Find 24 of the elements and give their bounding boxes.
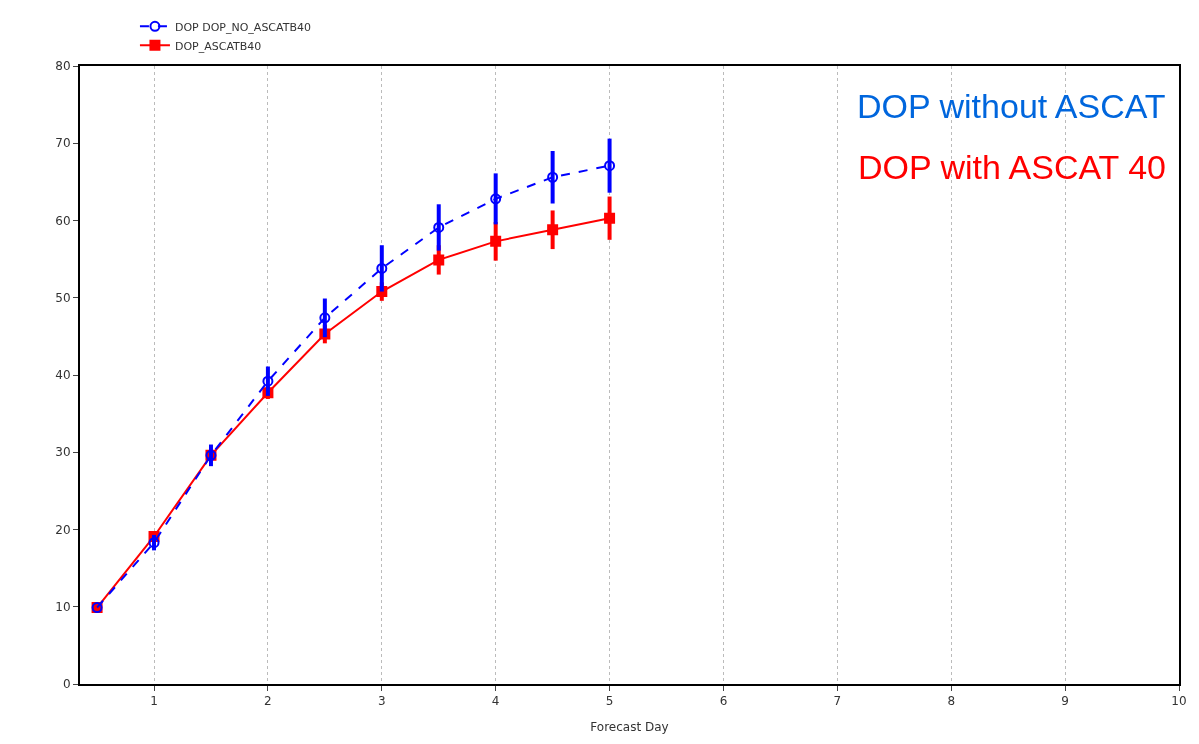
x-tick-label: 1 xyxy=(150,694,158,709)
x-tick-label: 9 xyxy=(1061,694,1069,709)
y-tick-label: 50 xyxy=(55,290,71,305)
x-tick-label: 7 xyxy=(833,694,842,709)
y-tick-label: 70 xyxy=(55,136,71,151)
annotation: DOP with ASCAT 40 xyxy=(858,148,1167,186)
y-tick-label: 60 xyxy=(55,213,71,228)
x-tick-label: 3 xyxy=(377,694,386,709)
y-tick-label: 10 xyxy=(55,599,71,614)
x-tick-label: 8 xyxy=(947,694,956,709)
x-axis-title: Forecast Day xyxy=(590,719,669,734)
legend-label: DOP_ASCATB40 xyxy=(174,39,262,53)
annotation: DOP without ASCAT xyxy=(857,87,1166,125)
y-tick-label: 80 xyxy=(55,59,71,74)
legend-label: DOP DOP_NO_ASCATB40 xyxy=(174,20,311,34)
y-tick-label: 0 xyxy=(62,677,71,692)
x-tick-label: 6 xyxy=(719,694,728,709)
y-tick-label: 40 xyxy=(55,368,71,383)
x-tick-label: 2 xyxy=(264,694,272,709)
x-tick-label: 10 xyxy=(1171,694,1187,709)
x-tick-label: 5 xyxy=(605,694,614,709)
y-tick-label: 30 xyxy=(55,445,71,460)
y-tick-label: 20 xyxy=(55,522,71,537)
x-tick-label: 4 xyxy=(491,694,500,709)
